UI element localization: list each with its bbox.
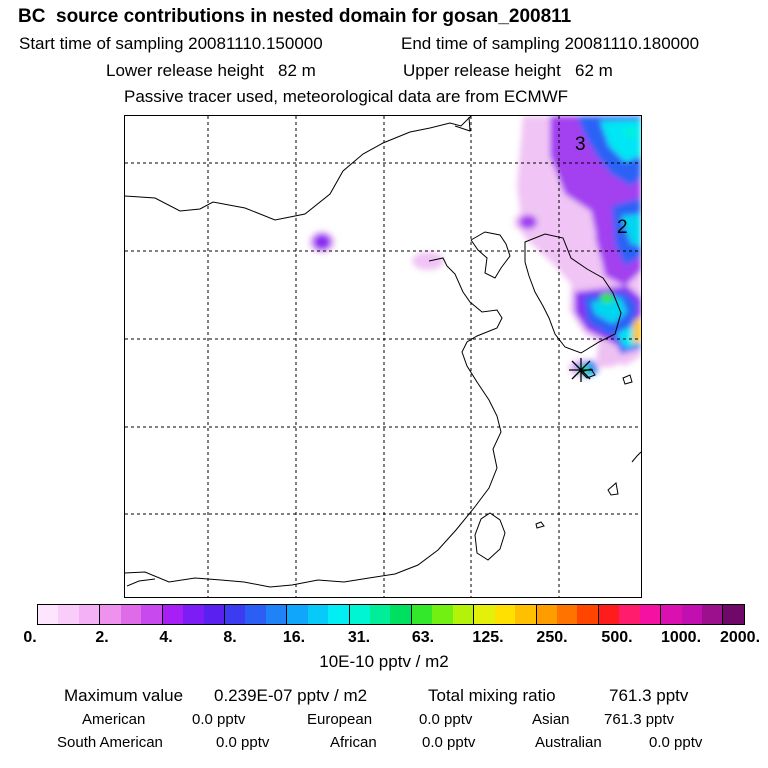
max-value: 0.239E-07 pptv / m2 (214, 686, 368, 705)
colorbar-tick-label: 250. (536, 629, 568, 646)
region-value: 0.0 pptv (649, 734, 703, 751)
colorbar-segment (473, 605, 495, 624)
colorbar-segment (494, 605, 516, 624)
region-name: American (82, 711, 146, 728)
colorbar-tick-label: 8. (223, 629, 237, 646)
lower-height-label: Lower release height 82 m (106, 61, 316, 80)
total-mixing-label: Total mixing ratio (428, 686, 556, 705)
lat-lon-grid (125, 116, 641, 597)
colorbar-segment (702, 605, 723, 624)
tracer-note: Passive tracer used, meteorological data… (124, 87, 569, 106)
total-mixing-value: 761.3 pptv (609, 686, 689, 705)
region-name: South American (57, 734, 163, 751)
star-marker (569, 358, 593, 382)
colorbar-tick-label: 31. (347, 629, 371, 646)
colorbar-segment (681, 605, 702, 624)
colorbar-tick-label: 125. (472, 629, 504, 646)
colorbar-segment (432, 605, 453, 624)
upper-height-label: Upper release height 62 m (403, 61, 613, 80)
contour-label-2: 2 (617, 217, 628, 238)
colorbar-segment (660, 605, 682, 624)
colorbar-unit: 10E-10 pptv / m2 (319, 652, 449, 671)
region-value: 0.0 pptv (422, 734, 476, 751)
colorbar-tick-label: 1000. (660, 629, 702, 646)
region-name: European (307, 711, 373, 728)
colorbar-segment (619, 605, 640, 624)
colorbar-segment (223, 605, 246, 624)
map-canvas: 3 2 (125, 116, 641, 597)
colorbar-segment (515, 605, 536, 624)
colorbar-segment (577, 605, 598, 624)
colorbar-segment (203, 605, 224, 624)
coastlines (125, 116, 641, 588)
colorbar-segment (245, 605, 266, 624)
colorbar-segment (410, 605, 433, 624)
colorbar-tick-label: 500. (601, 629, 633, 646)
colorbar-segment (348, 605, 370, 624)
end-time-label: End time of sampling 20081110.180000 (401, 34, 700, 53)
colorbar-segment (639, 605, 661, 624)
colorbar-segment (452, 605, 474, 624)
colorbar (37, 604, 745, 625)
region-name: Asian (532, 711, 570, 728)
colorbar-segment (390, 605, 411, 624)
colorbar-segment (78, 605, 100, 624)
plot-title: BC source contributions in nested domain… (18, 6, 572, 27)
region-name: Australian (535, 734, 602, 751)
region-value: 761.3 pptv (604, 711, 675, 728)
region-name: African (330, 734, 377, 751)
colorbar-segment (183, 605, 204, 624)
colorbar-segment (141, 605, 162, 624)
colorbar-segment (161, 605, 184, 624)
region-value: 0.0 pptv (419, 711, 473, 728)
colorbar-tick-label: 2. (95, 629, 109, 646)
colorbar-tick-label: 16. (282, 629, 306, 646)
colorbar-segment (286, 605, 308, 624)
colorbar-tick-label: 63. (411, 629, 435, 646)
colorbar-segment (328, 605, 349, 624)
plume-field (309, 116, 641, 378)
colorbar-segment (597, 605, 620, 624)
colorbar-segment (99, 605, 121, 624)
max-value-label: Maximum value (64, 686, 184, 705)
colorbar-segment (556, 605, 578, 624)
contour-label-3: 3 (575, 134, 586, 155)
concentration-map: 3 2 (124, 115, 642, 598)
colorbar-segment (58, 605, 79, 624)
region-value: 0.0 pptv (192, 711, 246, 728)
colorbar-segment (307, 605, 329, 624)
start-time-label: Start time of sampling 20081110.150000 (19, 34, 323, 53)
colorbar-tick-label: 2000. (719, 629, 761, 646)
colorbar-segment (265, 605, 287, 624)
colorbar-segment (38, 605, 59, 624)
colorbar-segment (722, 605, 744, 624)
colorbar-segment (370, 605, 391, 624)
colorbar-segment (120, 605, 142, 624)
colorbar-tick-label: 0. (23, 629, 37, 646)
colorbar-segment (535, 605, 557, 624)
colorbar-tick-label: 4. (159, 629, 173, 646)
region-value: 0.0 pptv (216, 734, 270, 751)
